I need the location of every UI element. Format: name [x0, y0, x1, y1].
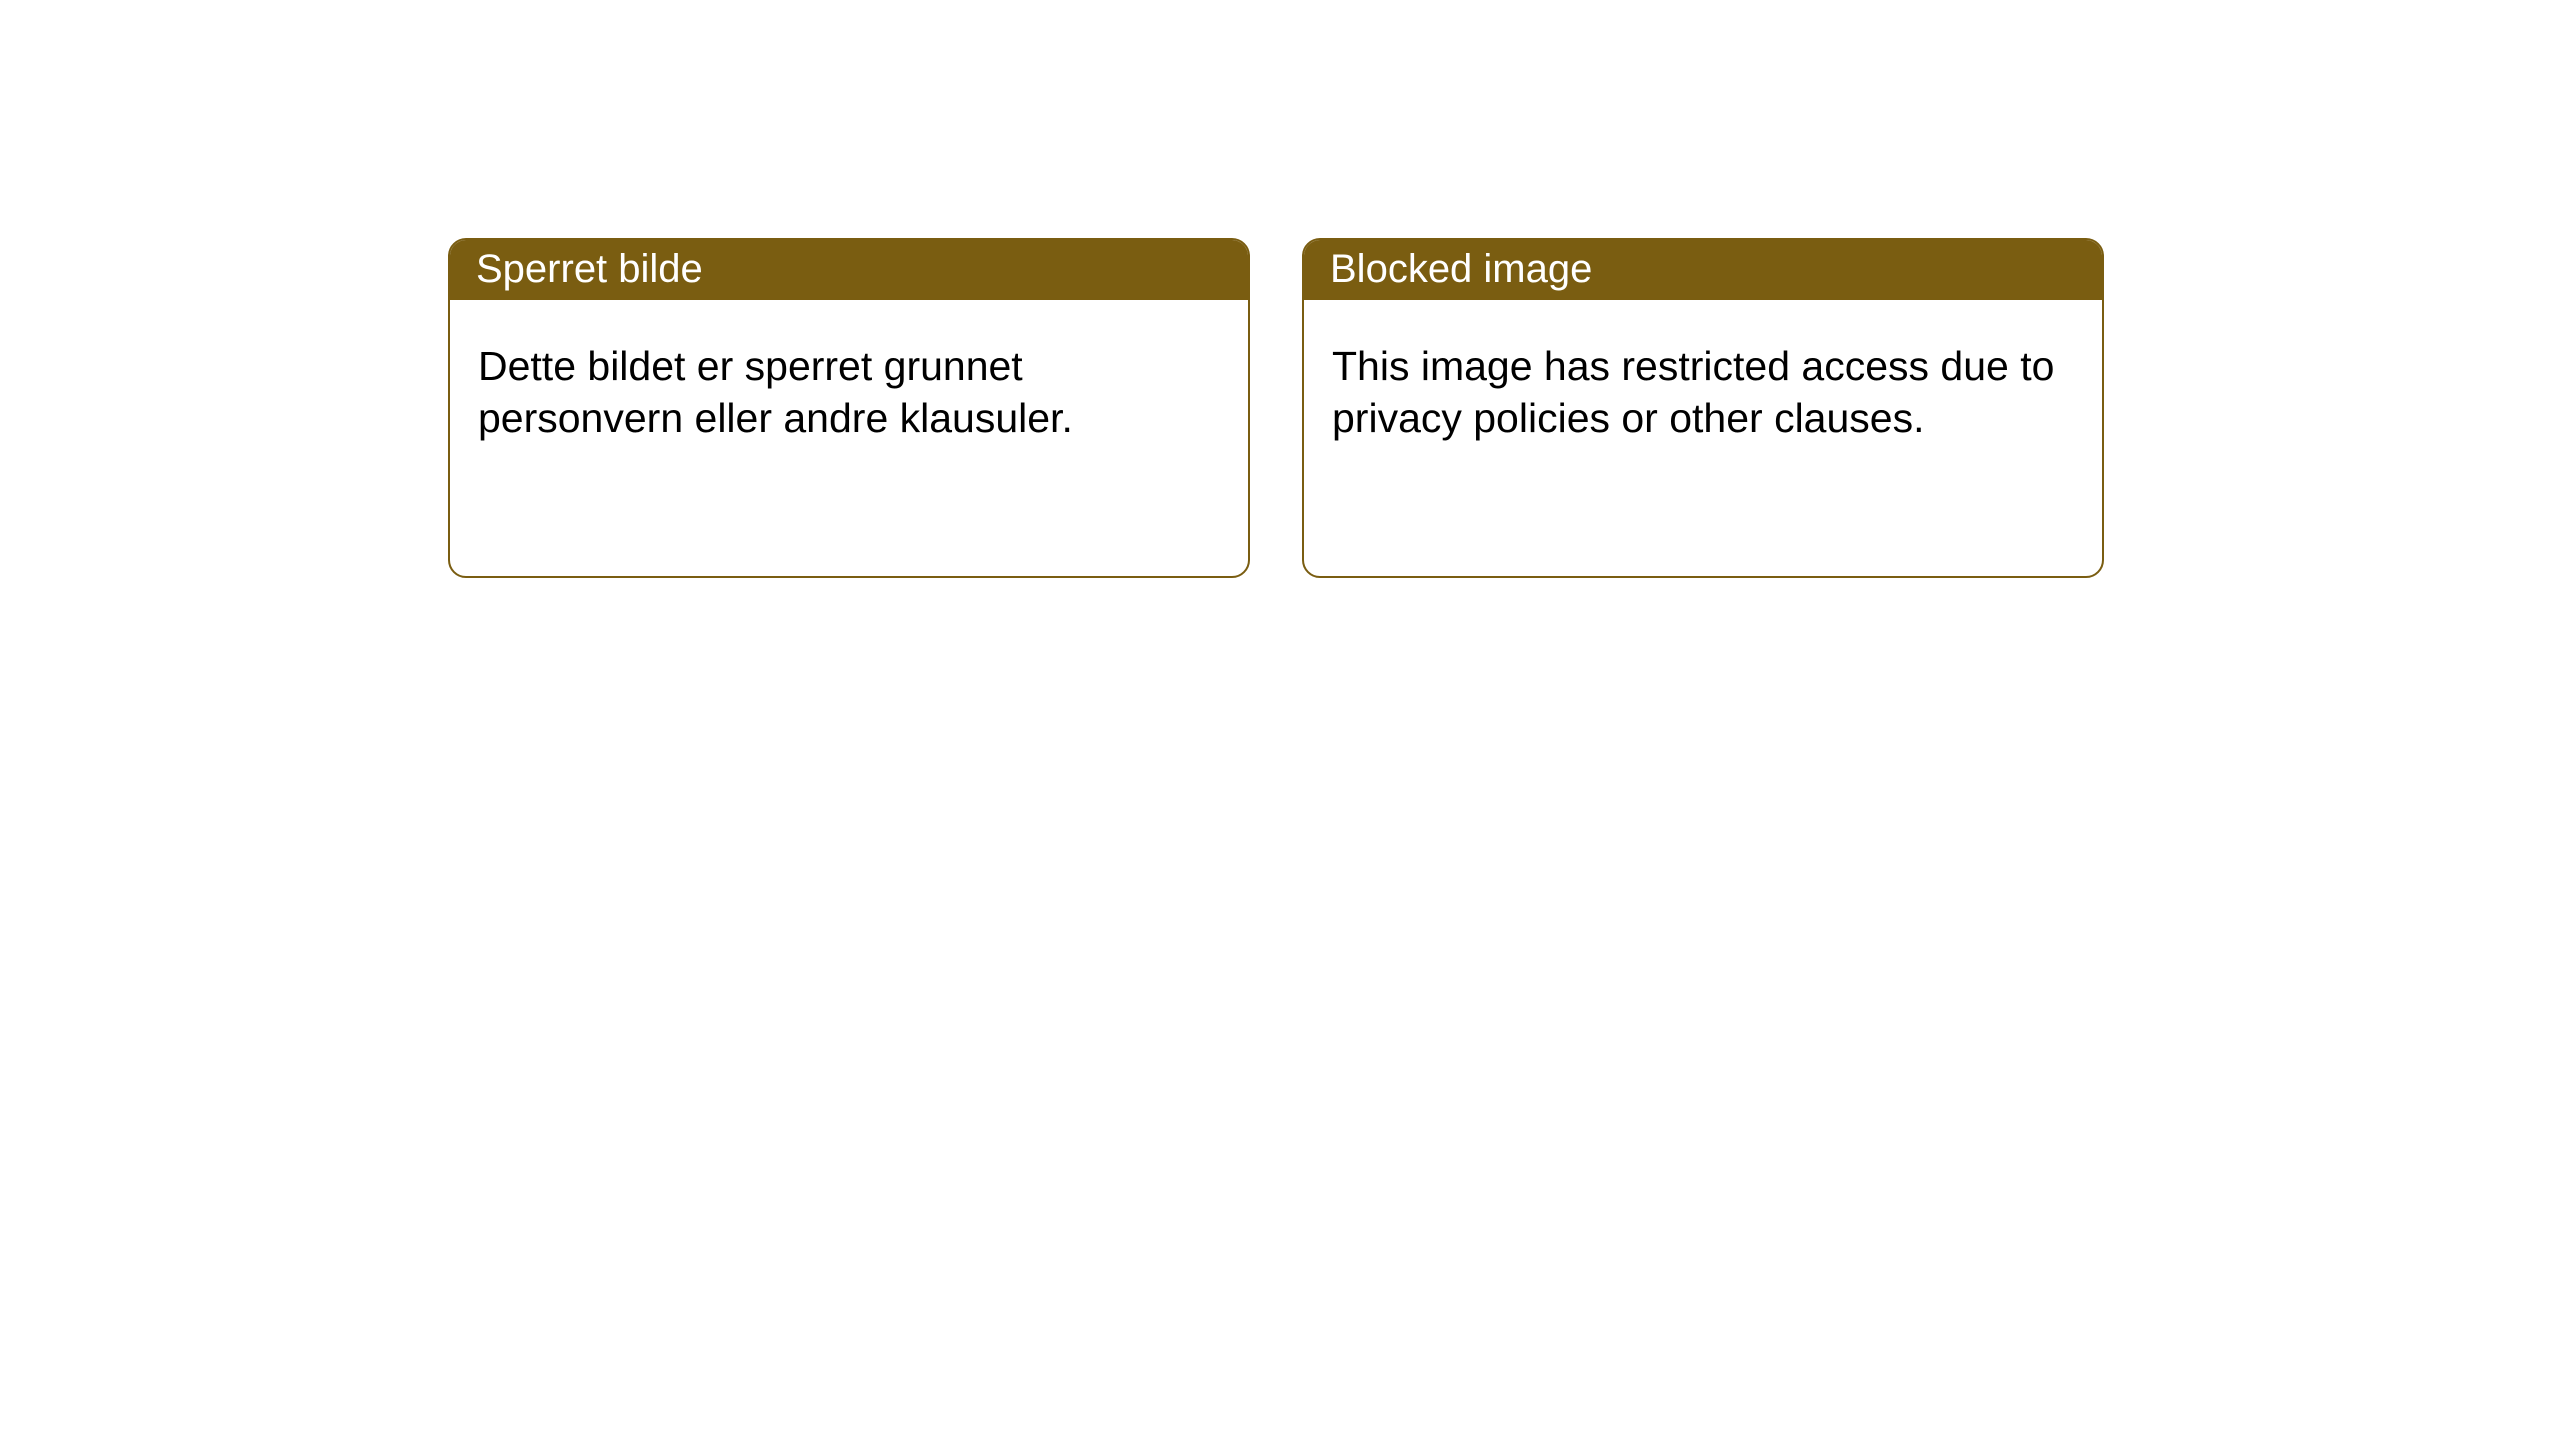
notice-body: Dette bildet er sperret grunnet personve… — [450, 300, 1248, 484]
notice-header: Sperret bilde — [450, 240, 1248, 300]
notice-header: Blocked image — [1304, 240, 2102, 300]
notice-container: Sperret bilde Dette bildet er sperret gr… — [0, 0, 2560, 578]
notice-body: This image has restricted access due to … — [1304, 300, 2102, 484]
notice-box-norwegian: Sperret bilde Dette bildet er sperret gr… — [448, 238, 1250, 578]
notice-box-english: Blocked image This image has restricted … — [1302, 238, 2104, 578]
